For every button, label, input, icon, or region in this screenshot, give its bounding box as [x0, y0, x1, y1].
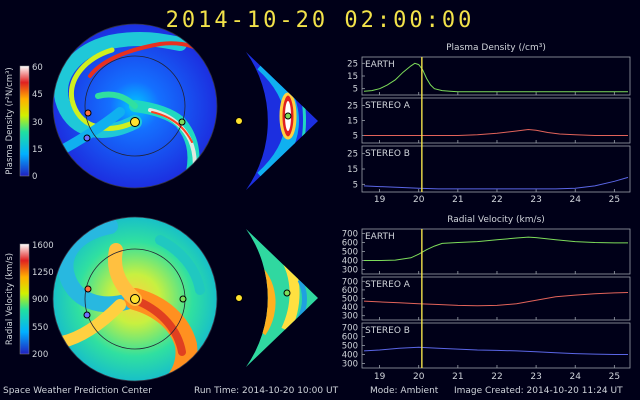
x-tick-label: 25: [609, 372, 620, 382]
x-tick-label: 20: [413, 372, 425, 382]
sun-marker: [235, 117, 243, 125]
velocity-colorbar-label: Radial Velocity (km/s): [5, 253, 15, 345]
series-line: [363, 176, 629, 190]
x-tick-label: 23: [530, 372, 541, 382]
x-tick-label: 20: [413, 195, 425, 205]
density-colorbar-tick: 15: [32, 145, 43, 155]
footer-run-time: Run Time: 2014-10-20 10:00 UT: [194, 386, 339, 396]
y-tick-label: 15: [347, 72, 358, 82]
y-tick-label: 600: [342, 333, 358, 343]
sun-marker: [130, 294, 140, 304]
x-tick-label: 23: [530, 195, 541, 205]
series-line: [363, 346, 628, 355]
y-tick-label: 500: [342, 248, 358, 258]
y-tick-label: 600: [342, 286, 358, 296]
y-tick-label: 500: [342, 295, 358, 305]
y-tick-label: 300: [342, 312, 358, 322]
velocity-colorbar-tick: 200: [32, 350, 48, 360]
panel-name: STEREO A: [365, 101, 411, 111]
panel-frame: [361, 56, 631, 96]
y-tick-label: 400: [342, 303, 358, 313]
x-tick-label: 24: [569, 195, 581, 205]
density-timeseries: Plasma Density (/cm³) EARTH 25 15 5 STEREO A 2…: [347, 43, 631, 205]
footer-mode: Mode: Ambient: [370, 386, 439, 396]
earth-marker: [179, 295, 187, 303]
velocity-colorbar-tick: 1600: [32, 241, 54, 251]
panel-name: STEREO B: [365, 326, 410, 336]
stereo-b-marker: [83, 311, 91, 319]
timestamp-title: 2014-10-20 02:00:00: [165, 8, 475, 33]
earth-marker: [178, 118, 186, 126]
series-line: [364, 236, 628, 261]
velocity-meridional-wedge: [235, 229, 318, 367]
density-ecliptic-disc: [52, 23, 218, 189]
y-tick-label: 400: [342, 257, 358, 267]
x-tick-label: 22: [491, 372, 502, 382]
earth-marker: [284, 112, 292, 120]
x-tick-label: 21: [452, 195, 463, 205]
density-colorbar-tick: 0: [32, 172, 37, 182]
velocity-colorbar-tick: 1250: [32, 268, 54, 278]
y-tick-label: 700: [342, 324, 358, 334]
footer-image-created: Image Created: 2014-10-20 11:24 UT: [454, 386, 623, 396]
density-meridional-wedge: [235, 52, 318, 190]
velocity-colorbar-tick: 900: [32, 295, 48, 305]
sun-marker: [130, 117, 140, 127]
y-tick-label: 25: [347, 59, 358, 69]
velocity-colorbar-tick: 550: [32, 323, 48, 333]
x-tick-label: 21: [452, 372, 463, 382]
y-tick-label: 300: [342, 266, 358, 276]
density-colorbar-label: Plasma Density (r²N/cm³): [5, 67, 15, 174]
y-tick-label: 5: [353, 132, 358, 142]
density-colorbar-tick: 60: [32, 63, 43, 73]
velocity-colorbar: Radial Velocity (km/s) 1600 1250 900 550…: [5, 241, 54, 360]
y-tick-label: 5: [353, 85, 358, 95]
y-tick-label: 600: [342, 239, 358, 249]
velocity-timeseries: Radial Velocity (km/s)EARTH7006005004003…: [342, 215, 631, 382]
y-tick-label: 25: [347, 150, 358, 160]
panel-name: EARTH: [365, 232, 395, 242]
x-tick-label: 25: [609, 195, 620, 205]
y-tick-label: 15: [347, 165, 358, 175]
earth-marker: [283, 289, 291, 297]
x-tick-label: 24: [569, 372, 581, 382]
density-colorbar: Plasma Density (r²N/cm³) 60 45 30 15 0: [5, 63, 43, 182]
panel-name: STEREO B: [365, 149, 410, 159]
x-tick-label: 22: [491, 195, 502, 205]
series-line: [364, 128, 628, 136]
sun-marker: [235, 294, 243, 302]
y-tick-label: 5: [353, 180, 358, 190]
y-tick-label: 700: [342, 277, 358, 287]
panel-frame: [361, 228, 631, 275]
y-tick-label: 300: [342, 360, 358, 370]
chart-title: Radial Velocity (km/s): [447, 215, 545, 225]
y-tick-label: 15: [347, 117, 358, 127]
stereo-a-marker: [84, 285, 92, 293]
y-tick-label: 25: [347, 102, 358, 112]
series-line: [363, 62, 628, 93]
series-line: [363, 292, 629, 307]
y-tick-label: 700: [342, 230, 358, 240]
stereo-b-marker: [83, 134, 91, 142]
x-tick-label: 19: [374, 195, 386, 205]
y-tick-label: 400: [342, 351, 358, 361]
chart-title: Plasma Density (/cm³): [446, 43, 546, 53]
stereo-a-marker: [84, 109, 92, 117]
x-tick-label: 19: [374, 372, 386, 382]
density-colorbar-tick: 45: [32, 90, 43, 100]
footer-organization: Space Weather Prediction Center: [3, 386, 152, 396]
velocity-ecliptic-disc: [52, 216, 218, 382]
panel-name: EARTH: [365, 60, 395, 70]
panel-name: STEREO A: [365, 280, 411, 290]
density-colorbar-tick: 30: [32, 118, 43, 128]
y-tick-label: 500: [342, 342, 358, 352]
